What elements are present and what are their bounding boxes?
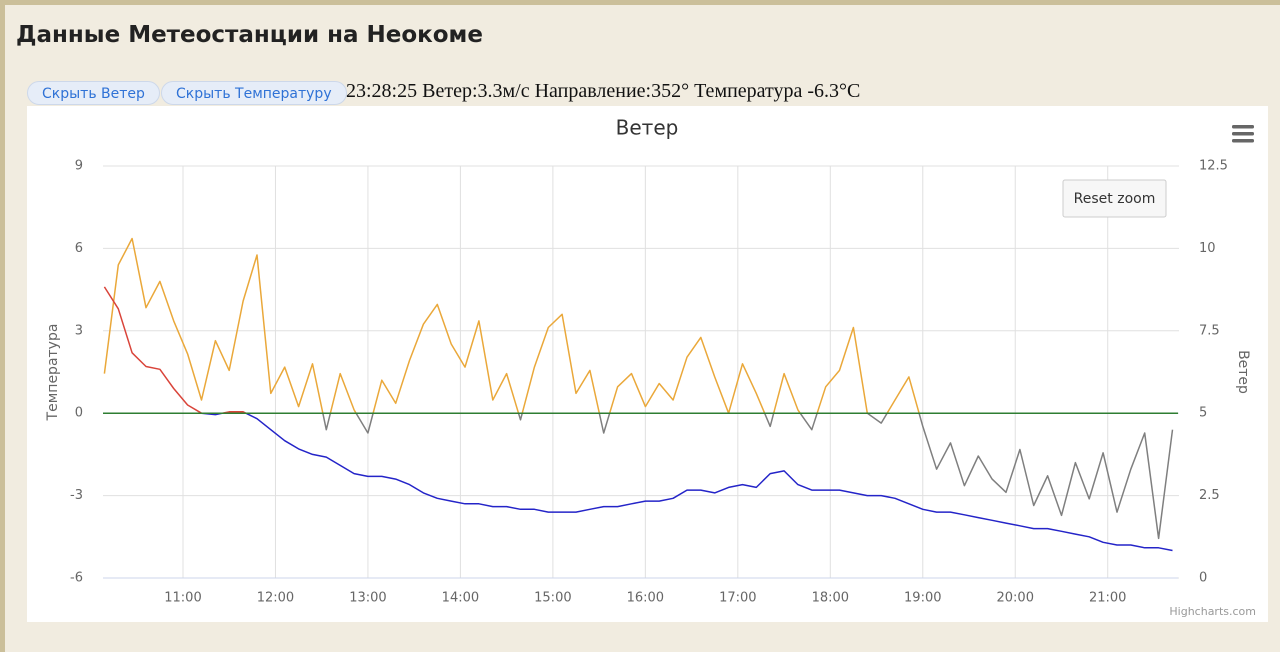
- menu-bar: [1232, 125, 1254, 129]
- x-tick-label: 18:00: [812, 591, 849, 606]
- y-tick-label: 9: [75, 159, 83, 174]
- y-tick-label: 0: [75, 406, 83, 421]
- y2-tick-label: 12.5: [1199, 159, 1228, 174]
- x-tick-label: 16:00: [627, 591, 664, 606]
- y-tick-label: -6: [70, 571, 83, 586]
- x-tick-label: 19:00: [904, 591, 941, 606]
- x-tick-label: 20:00: [997, 591, 1034, 606]
- series-line: [103, 237, 1174, 540]
- credits: Highcharts.com: [1169, 605, 1256, 618]
- reset-zoom-label: Reset zoom: [1074, 191, 1156, 207]
- status-line: 23:28:25 Ветер:3.3м/с Направление:352° Т…: [346, 80, 861, 102]
- y-tick-label: 6: [75, 241, 83, 256]
- reset-zoom-button[interactable]: Reset zoom: [1062, 179, 1167, 218]
- x-tick-label: 21:00: [1089, 591, 1126, 606]
- x-tick-label: 12:00: [257, 591, 294, 606]
- x-tick-label: 14:00: [442, 591, 479, 606]
- chart: Ветер Температура Ветер Highcharts.com -…: [27, 106, 1268, 622]
- y2-tick-label: 5: [1199, 406, 1207, 421]
- menu-bar: [1232, 132, 1254, 136]
- page-title: Данные Метеостанции на Неокоме: [16, 22, 483, 48]
- hide-temperature-button[interactable]: Скрыть Температуру: [161, 81, 347, 105]
- menu-bar: [1232, 139, 1254, 143]
- y-tick-label: 3: [75, 323, 83, 338]
- y2-tick-label: 10: [1199, 241, 1216, 256]
- y2-tick-label: 0: [1199, 571, 1207, 586]
- y2-tick-label: 2.5: [1199, 488, 1220, 503]
- x-tick-label: 13:00: [349, 591, 386, 606]
- y-axis-title: Температура: [45, 324, 61, 422]
- x-tick-label: 17:00: [719, 591, 756, 606]
- y-tick-label: -3: [70, 488, 83, 503]
- y2-tick-label: 7.5: [1199, 323, 1220, 338]
- series-line: [103, 286, 1173, 552]
- x-tick-label: 11:00: [164, 591, 201, 606]
- chart-title: Ветер: [616, 116, 679, 140]
- menu-button[interactable]: [1232, 125, 1254, 143]
- hide-wind-button[interactable]: Скрыть Ветер: [27, 81, 160, 105]
- y2-axis-title: Ветер: [1235, 350, 1251, 394]
- x-tick-label: 15:00: [534, 591, 571, 606]
- reset-zoom-box: [1062, 179, 1167, 218]
